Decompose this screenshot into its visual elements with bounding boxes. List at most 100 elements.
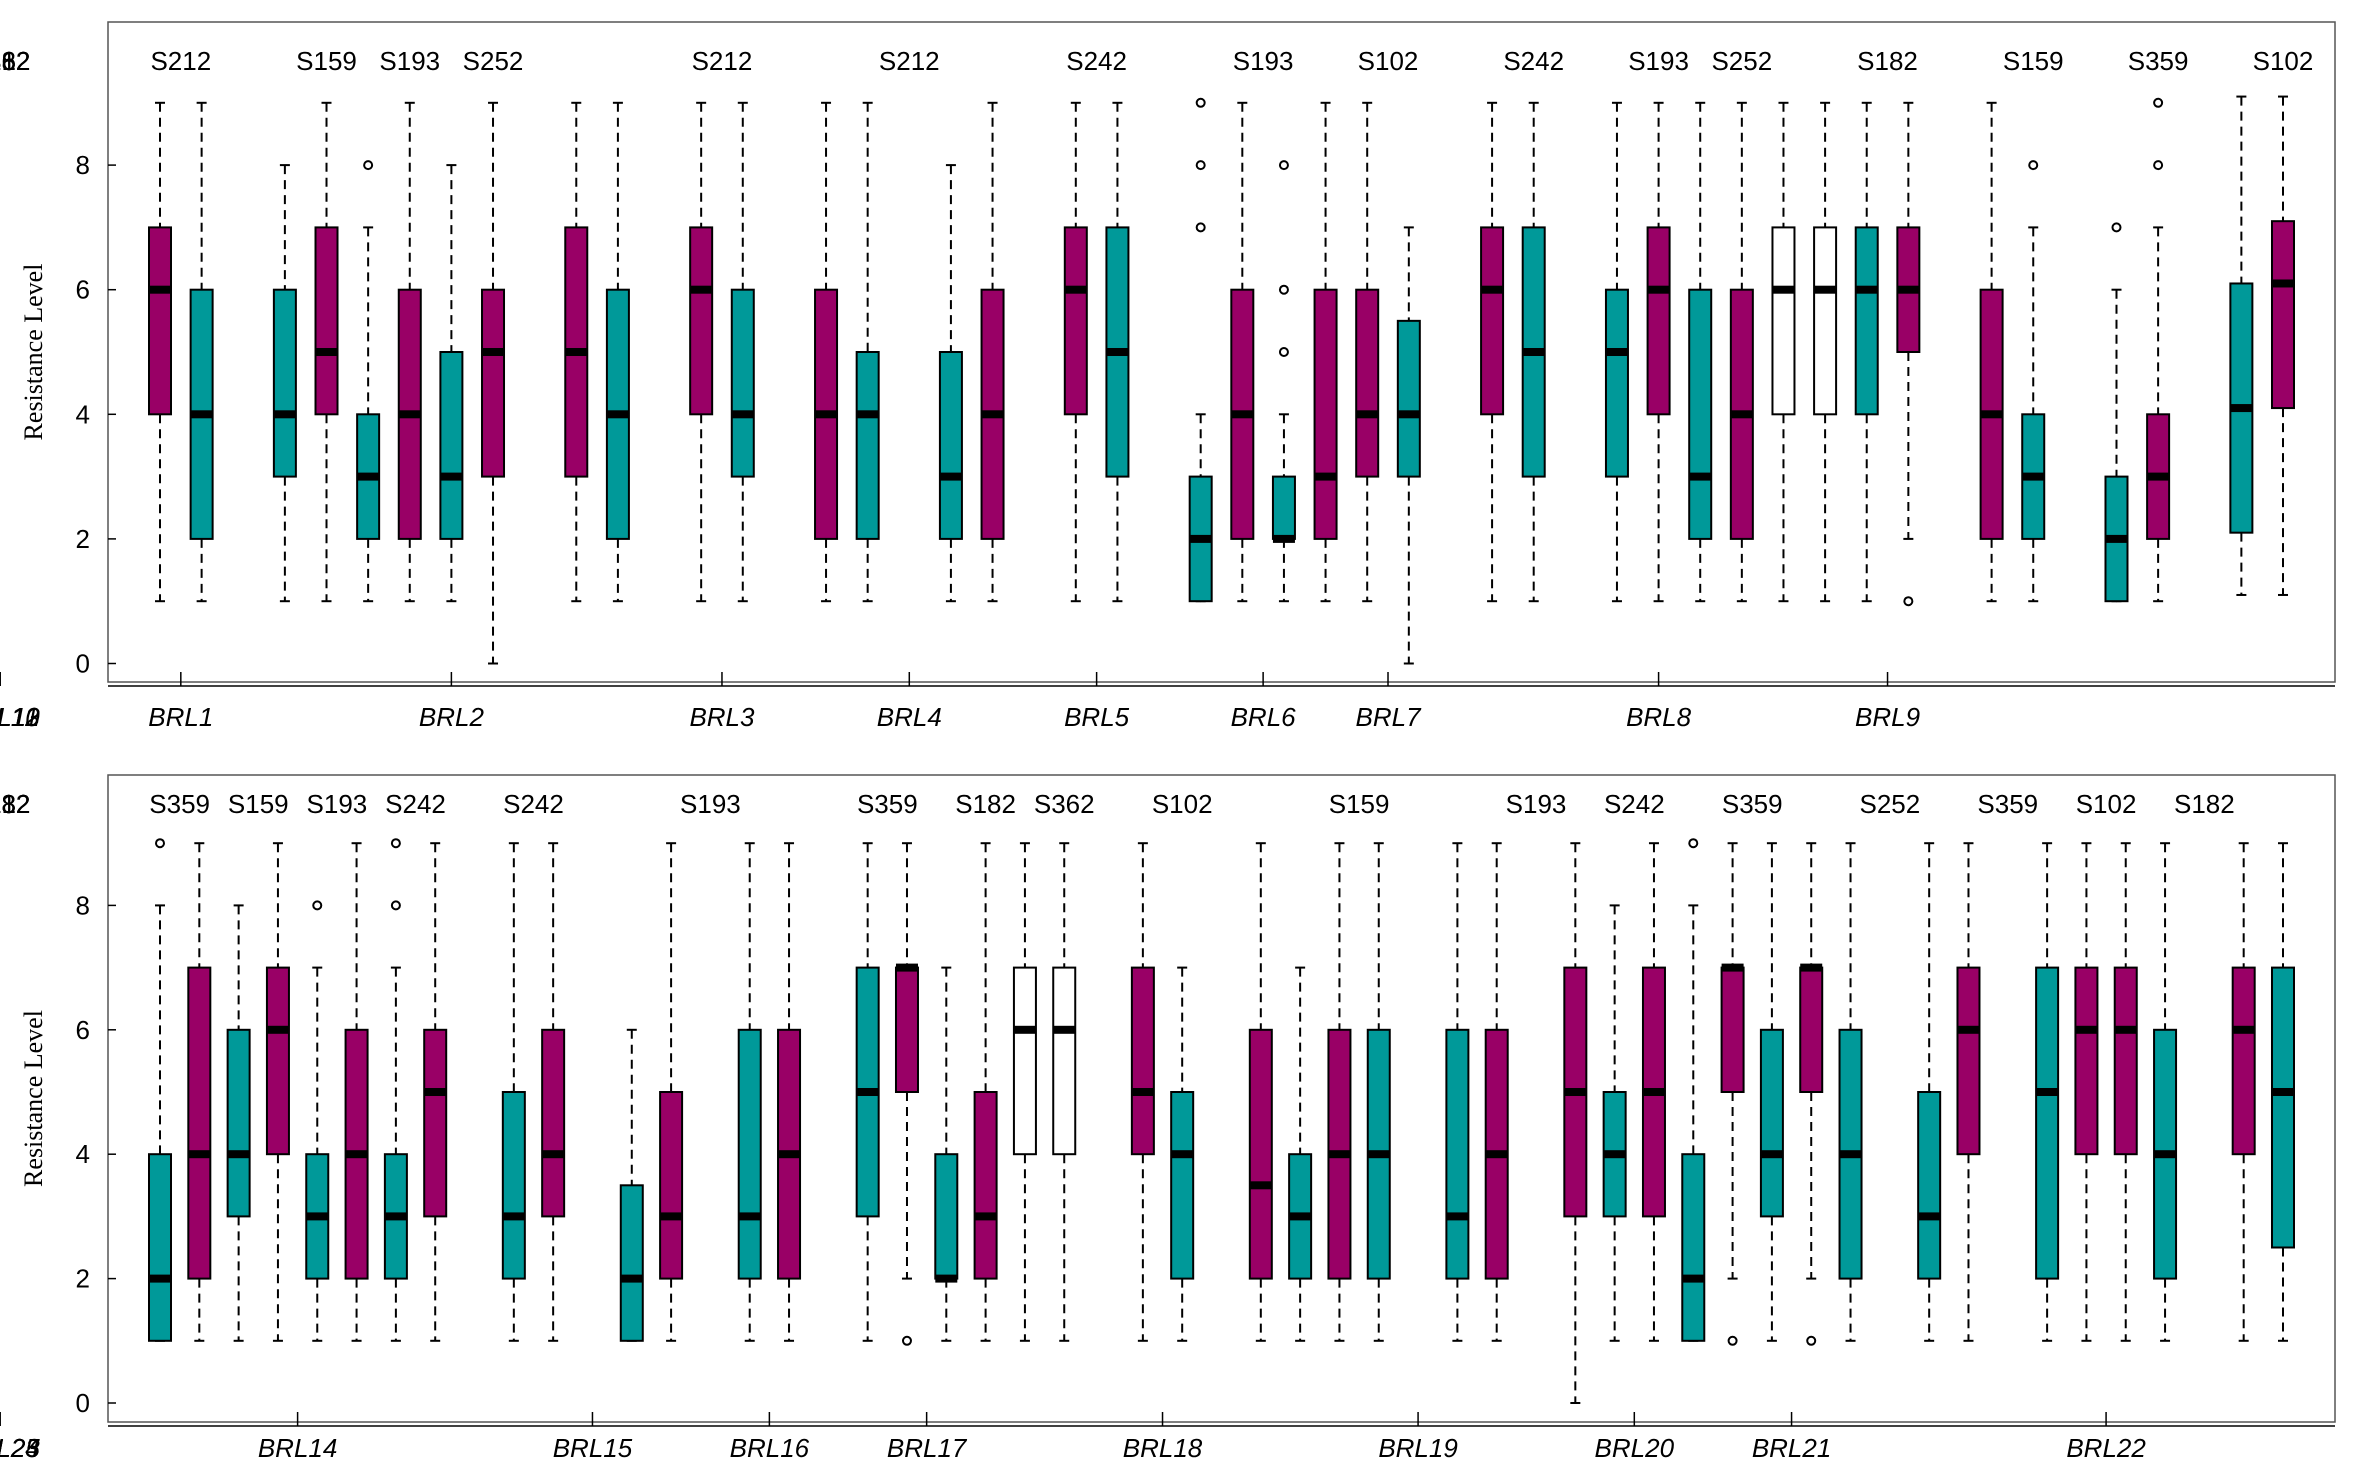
strain-annotation: S193 bbox=[680, 789, 741, 819]
median-line bbox=[266, 1025, 289, 1034]
box bbox=[1248, 1028, 1273, 1280]
outlier-point bbox=[1195, 97, 1206, 108]
outlier-point bbox=[1727, 1335, 1738, 1346]
median-line bbox=[315, 348, 338, 356]
group-label: BRL17 bbox=[887, 1433, 968, 1462]
median-line bbox=[1682, 1274, 1705, 1283]
group-label: BRL12 bbox=[0, 702, 40, 732]
box bbox=[1917, 1091, 1942, 1280]
median-line bbox=[1603, 1150, 1626, 1159]
median-line bbox=[1772, 285, 1795, 294]
strain-annotation: S359 bbox=[149, 789, 210, 819]
group-label: BRL9 bbox=[1855, 702, 1920, 732]
y-tick-label: 0 bbox=[76, 649, 90, 679]
strain-annotation: S252 bbox=[1711, 46, 1772, 76]
group-label: BRL22 bbox=[2066, 1433, 2146, 1462]
median-line bbox=[1328, 1150, 1351, 1159]
median-line bbox=[149, 1274, 171, 1283]
y-tick-label: 4 bbox=[76, 399, 90, 429]
median-line bbox=[345, 1150, 368, 1159]
median-line bbox=[1249, 1181, 1272, 1190]
group-label: BRL4 bbox=[877, 702, 942, 732]
group-label: BRL16 bbox=[730, 1433, 810, 1462]
box bbox=[1688, 288, 1713, 540]
median-line bbox=[424, 1088, 447, 1096]
strain-annotation: S252 bbox=[463, 46, 524, 76]
median-line bbox=[1760, 1150, 1783, 1159]
median-line bbox=[1131, 1088, 1154, 1096]
box bbox=[187, 966, 212, 1280]
box bbox=[730, 288, 755, 478]
group-label: BRL14 bbox=[258, 1433, 338, 1462]
box bbox=[226, 1028, 251, 1218]
strain-annotation: S182 bbox=[955, 789, 1016, 819]
outlier-point bbox=[1903, 596, 1914, 607]
median-line bbox=[620, 1274, 643, 1283]
median-line bbox=[1800, 963, 1823, 972]
strain-annotation: S362 bbox=[0, 46, 30, 76]
outlier-point bbox=[1278, 160, 1289, 171]
median-line bbox=[1839, 1150, 1862, 1159]
box bbox=[1720, 966, 1745, 1093]
strain-annotation: S193 bbox=[307, 789, 368, 819]
median-line bbox=[2272, 1088, 2294, 1096]
strain-annotation: S362 bbox=[0, 46, 30, 76]
median-line bbox=[2147, 472, 2170, 481]
outlier-point bbox=[2028, 160, 2039, 171]
group-label: BRL25 bbox=[0, 1433, 40, 1462]
box bbox=[1646, 226, 1671, 416]
strain-annotation: S359 bbox=[2128, 46, 2189, 76]
box bbox=[973, 1091, 998, 1280]
median-line bbox=[895, 963, 918, 972]
strain-annotation: S182 bbox=[1857, 46, 1918, 76]
median-line bbox=[1064, 285, 1087, 294]
y-tick-label: 6 bbox=[76, 275, 90, 305]
strain-annotation: S159 bbox=[228, 789, 289, 819]
y-tick-label: 2 bbox=[76, 524, 90, 554]
strain-annotation: S242 bbox=[1066, 46, 1127, 76]
median-line bbox=[606, 410, 629, 419]
median-line bbox=[2232, 1025, 2255, 1034]
group-label: BRL13 bbox=[0, 702, 40, 732]
group-label: BRL18 bbox=[1123, 1433, 1203, 1462]
strain-annotation: S242 bbox=[503, 789, 564, 819]
median-line bbox=[2154, 1150, 2177, 1159]
outlier-point bbox=[1688, 838, 1699, 849]
median-line bbox=[227, 1150, 250, 1159]
strain-annotation: S102 bbox=[1358, 46, 1419, 76]
group-label: BRL15 bbox=[553, 1433, 633, 1462]
median-line bbox=[1053, 1025, 1076, 1034]
strain-annotation: S362 bbox=[1034, 789, 1095, 819]
median-line bbox=[981, 410, 1004, 419]
y-axis-label: Resistance Level bbox=[19, 264, 48, 441]
strain-annotation: S242 bbox=[385, 789, 446, 819]
median-line bbox=[1605, 348, 1628, 356]
median-line bbox=[856, 410, 879, 419]
median-line bbox=[1485, 1150, 1508, 1159]
median-line bbox=[935, 1274, 958, 1283]
median-line bbox=[398, 410, 421, 419]
median-line bbox=[2022, 472, 2045, 481]
median-line bbox=[440, 472, 463, 481]
strain-annotation: S242 bbox=[1604, 789, 1665, 819]
box bbox=[1854, 226, 1879, 416]
median-line bbox=[1980, 410, 2003, 419]
box bbox=[272, 288, 297, 478]
outlier-point bbox=[155, 838, 165, 849]
y-tick-label: 8 bbox=[76, 150, 90, 180]
y-axis-label: Resistance Level bbox=[19, 1010, 48, 1187]
group-label: BRL21 bbox=[1752, 1433, 1832, 1462]
median-line bbox=[1642, 1088, 1665, 1096]
box bbox=[1604, 288, 1629, 478]
strain-annotation: S252 bbox=[1859, 789, 1920, 819]
strain-annotation: S242 bbox=[1503, 46, 1564, 76]
strain-annotation: S159 bbox=[296, 46, 357, 76]
outlier-point bbox=[1806, 1335, 1817, 1346]
outlier-point bbox=[2111, 222, 2122, 233]
median-line bbox=[1721, 963, 1744, 972]
strain-annotation: S193 bbox=[379, 46, 440, 76]
box bbox=[855, 351, 880, 540]
median-line bbox=[2272, 279, 2294, 288]
box bbox=[1759, 1028, 1784, 1218]
